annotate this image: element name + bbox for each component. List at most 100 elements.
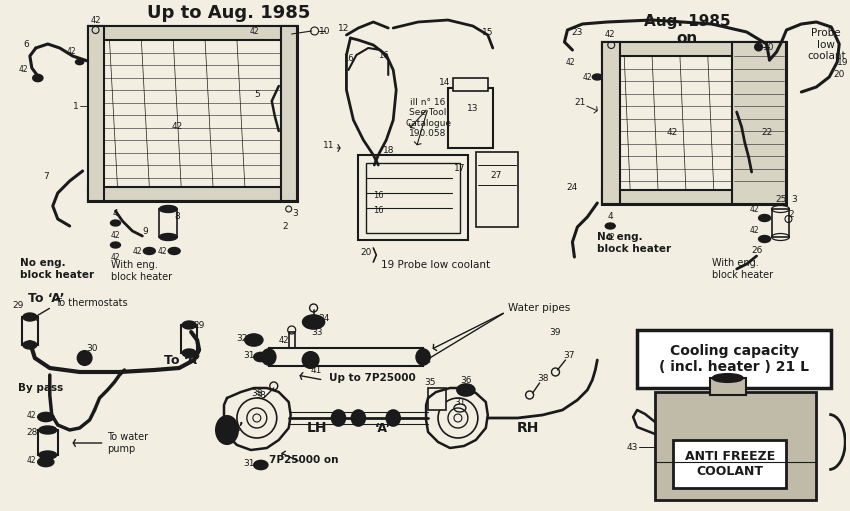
Text: 42: 42: [157, 246, 167, 256]
Text: 42: 42: [133, 246, 142, 256]
Text: 5: 5: [254, 89, 260, 99]
Text: Aug. 1985
on: Aug. 1985 on: [643, 14, 730, 46]
Bar: [366, 163, 460, 233]
Ellipse shape: [216, 416, 238, 444]
Bar: [88, 26, 297, 40]
Text: To thermostats: To thermostats: [54, 298, 128, 308]
Ellipse shape: [38, 457, 54, 467]
Bar: [448, 88, 493, 148]
Text: 42: 42: [666, 128, 677, 136]
Text: 2: 2: [789, 210, 794, 219]
Text: Cooling capacity
( incl. heater ) 21 L: Cooling capacity ( incl. heater ) 21 L: [660, 344, 809, 374]
Ellipse shape: [144, 247, 156, 254]
Bar: [732, 42, 786, 204]
Text: 17: 17: [454, 164, 466, 173]
Text: 6: 6: [23, 39, 29, 49]
Text: 31: 31: [454, 398, 466, 406]
Text: 38: 38: [537, 374, 548, 383]
Text: 12: 12: [337, 24, 349, 33]
Ellipse shape: [39, 426, 57, 434]
Text: ‘A’: ‘A’: [228, 421, 244, 433]
Text: 16: 16: [373, 191, 383, 199]
Text: 14: 14: [439, 78, 450, 86]
Text: 20: 20: [834, 69, 845, 79]
Bar: [638, 330, 831, 388]
Text: 18: 18: [382, 146, 394, 154]
Ellipse shape: [23, 313, 37, 321]
Bar: [88, 26, 104, 201]
Text: 42: 42: [172, 122, 183, 130]
Text: 21: 21: [575, 98, 586, 106]
Text: No eng.
block heater: No eng. block heater: [598, 232, 672, 253]
Text: 4: 4: [608, 212, 613, 221]
Text: 9: 9: [143, 226, 148, 236]
Text: ill n° 16
See Tool
Catalogue
190.058: ill n° 16 See Tool Catalogue 190.058: [405, 98, 451, 138]
Text: To ‘A’: To ‘A’: [164, 354, 201, 366]
Text: 36: 36: [460, 376, 472, 384]
Ellipse shape: [254, 353, 268, 361]
Bar: [710, 378, 745, 395]
Text: 42: 42: [110, 252, 121, 262]
Text: 42: 42: [250, 27, 259, 35]
Ellipse shape: [110, 220, 121, 226]
Text: 7: 7: [42, 172, 48, 180]
Bar: [181, 325, 197, 353]
Ellipse shape: [245, 334, 263, 346]
Bar: [772, 209, 790, 237]
Text: 42: 42: [279, 336, 289, 344]
Bar: [159, 209, 177, 237]
Text: 43: 43: [626, 443, 638, 452]
Ellipse shape: [605, 223, 615, 229]
Bar: [603, 190, 786, 204]
Text: ANTI FREEZE
COOLANT: ANTI FREEZE COOLANT: [684, 450, 775, 478]
Ellipse shape: [182, 321, 196, 329]
Text: To water
pump: To water pump: [107, 432, 149, 454]
Text: 29: 29: [194, 320, 205, 330]
Bar: [289, 332, 295, 350]
Text: 30: 30: [86, 343, 98, 353]
Text: 42: 42: [565, 58, 575, 66]
Bar: [88, 26, 297, 201]
Ellipse shape: [38, 412, 54, 422]
Text: 33: 33: [311, 328, 322, 337]
Ellipse shape: [76, 59, 83, 64]
Circle shape: [303, 352, 319, 368]
Ellipse shape: [332, 410, 345, 426]
Ellipse shape: [159, 205, 177, 213]
Ellipse shape: [182, 349, 196, 357]
Text: 16: 16: [373, 205, 383, 215]
Text: 22: 22: [761, 128, 772, 136]
Ellipse shape: [592, 74, 603, 80]
Bar: [88, 187, 297, 201]
Text: 16: 16: [343, 54, 354, 62]
Text: 15: 15: [482, 28, 494, 36]
Text: 39: 39: [550, 328, 561, 337]
Ellipse shape: [351, 410, 365, 426]
Text: Water pipes: Water pipes: [507, 303, 570, 313]
Text: Up to Aug. 1985: Up to Aug. 1985: [147, 4, 310, 22]
Text: 25: 25: [776, 195, 787, 203]
Bar: [359, 155, 468, 240]
Text: Up to 7P25000: Up to 7P25000: [328, 373, 416, 383]
Text: To ‘A’: To ‘A’: [28, 292, 65, 305]
Text: 42: 42: [605, 30, 615, 38]
Text: 42: 42: [750, 204, 759, 214]
Text: 20: 20: [360, 247, 372, 257]
Circle shape: [755, 43, 762, 51]
Bar: [38, 430, 58, 455]
Bar: [603, 42, 786, 204]
Text: 42: 42: [90, 15, 101, 25]
Ellipse shape: [758, 215, 771, 221]
Bar: [673, 440, 786, 488]
Text: With eng.
block heater: With eng. block heater: [711, 258, 773, 280]
Ellipse shape: [386, 410, 400, 426]
Text: RH: RH: [517, 421, 539, 435]
Bar: [269, 348, 423, 366]
Text: 37: 37: [564, 351, 575, 360]
Text: 35: 35: [424, 378, 436, 386]
Text: 3: 3: [292, 208, 297, 218]
Bar: [428, 388, 446, 410]
Text: 42: 42: [27, 410, 37, 420]
Text: 1: 1: [73, 102, 78, 110]
Text: 40: 40: [218, 435, 230, 445]
